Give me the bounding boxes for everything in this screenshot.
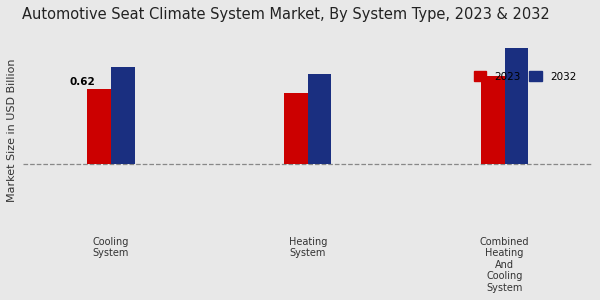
Legend: 2023, 2032: 2023, 2032 [473,71,577,82]
Y-axis label: Market Size in USD Billion: Market Size in USD Billion [7,59,17,202]
Bar [481,76,505,164]
Bar [505,48,528,164]
Bar [308,74,331,164]
Bar [284,93,308,164]
Text: 0.62: 0.62 [70,77,95,87]
Bar [111,67,134,164]
Bar [88,88,111,164]
Text: Automotive Seat Climate System Market, By System Type, 2023 & 2032: Automotive Seat Climate System Market, B… [23,7,550,22]
